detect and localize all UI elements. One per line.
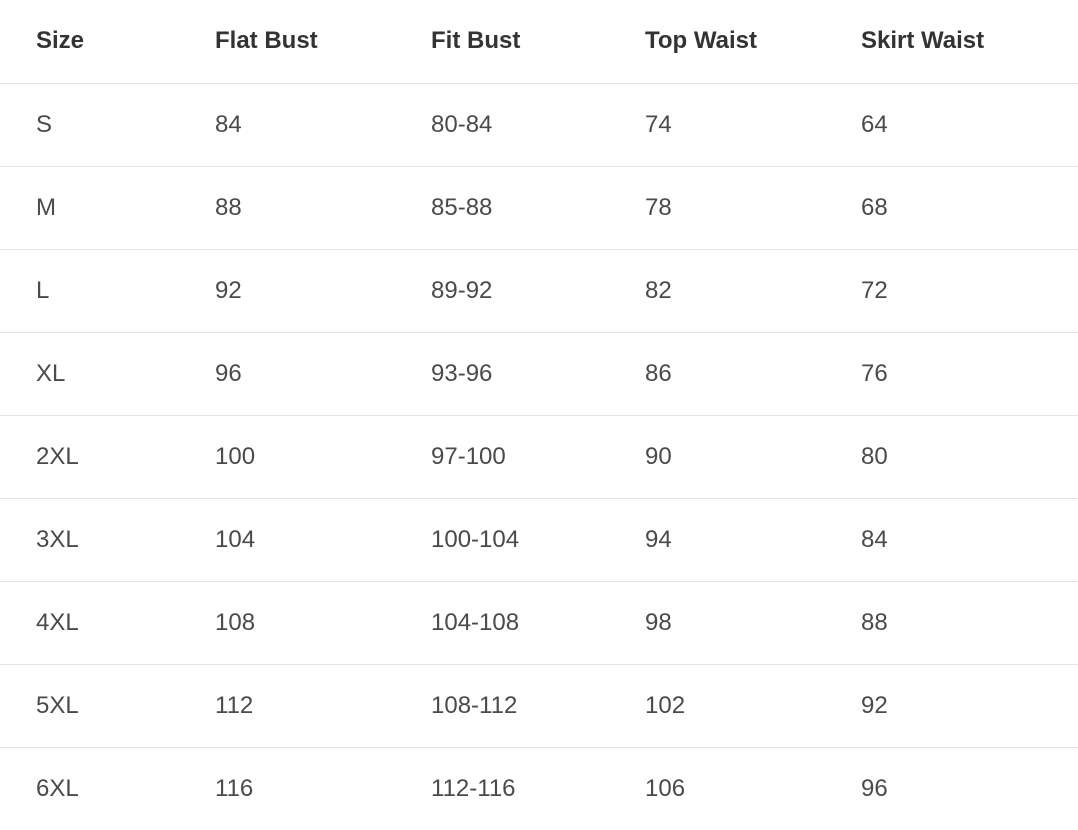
table-row-3xl: 3XL 104 100-104 94 84 (0, 498, 1078, 582)
table-cell-top-waist: 102 (645, 664, 861, 748)
table-cell-fit-bust: 112-116 (431, 774, 516, 802)
table-cell-fit-bust: 89-92 (431, 249, 645, 333)
table-cell-top-waist: 90 (645, 415, 861, 499)
table-cell-size: M (0, 166, 215, 250)
table-cell-top-waist: 98 (645, 581, 861, 665)
table-cell-fit-bust: 80-84 (431, 83, 645, 167)
table-cell-top-waist: 86 (645, 332, 861, 416)
table-cell-size: 4XL (0, 581, 215, 665)
table-cell-skirt-waist: 84 (861, 498, 1078, 582)
header-cell-top-waist: Top Waist (645, 0, 861, 84)
table-cell-size: 5XL (0, 664, 215, 748)
header-cell-flat-bust: Flat Bust (215, 0, 431, 84)
table-cell-flat-bust: 84 (215, 83, 431, 167)
table-cell-size: 6XL (36, 774, 79, 802)
table-cell-flat-bust: 92 (215, 249, 431, 333)
table-cell-top-waist: 74 (645, 83, 861, 167)
table-cell-flat-bust: 88 (215, 166, 431, 250)
table-cell-skirt-waist: 80 (861, 415, 1078, 499)
table-row-xl: XL 96 93-96 86 76 (0, 332, 1078, 416)
table-row-l: L 92 89-92 82 72 (0, 249, 1078, 333)
table-cell-skirt-waist: 96 (861, 774, 888, 802)
table-cell-top-waist: 78 (645, 166, 861, 250)
size-chart-header: Size Flat Bust Fit Bust Top Waist Skirt … (0, 0, 1078, 84)
table-cell-fit-bust: 93-96 (431, 332, 645, 416)
table-cell-fit-bust: 104-108 (431, 581, 645, 665)
table-cell-top-waist: 106 (645, 774, 686, 802)
table-cell-skirt-waist: 92 (861, 664, 1078, 748)
table-cell-size: XL (0, 332, 215, 416)
table-row-s: S 84 80-84 74 64 (0, 83, 1078, 167)
table-cell-fit-bust: 85-88 (431, 166, 645, 250)
table-cell-fit-bust: 100-104 (431, 498, 645, 582)
header-row: Size Flat Bust Fit Bust Top Waist Skirt … (0, 0, 1078, 84)
table-cell-skirt-waist: 64 (861, 83, 1078, 167)
table-cell-skirt-waist: 72 (861, 249, 1078, 333)
table-cell-size: S (0, 83, 215, 167)
table-cell-fit-bust: 108-112 (431, 664, 645, 748)
header-cell-fit-bust: Fit Bust (431, 0, 645, 84)
table-cell-top-waist: 94 (645, 498, 861, 582)
table-cell-flat-bust: 104 (215, 498, 431, 582)
table-row-2xl: 2XL 100 97-100 90 80 (0, 415, 1078, 499)
table-cell-flat-bust: 116 (215, 774, 254, 802)
table-cell-fit-bust: 97-100 (431, 415, 645, 499)
table-cell-flat-bust: 96 (215, 332, 431, 416)
table-row-5xl: 5XL 112 108-112 102 92 (0, 664, 1078, 748)
header-cell-skirt-waist: Skirt Waist (861, 0, 1078, 84)
table-row-6xl: 6XL 116 112-116 106 96 (0, 747, 1078, 830)
table-cell-size: 3XL (0, 498, 215, 582)
table-cell-flat-bust: 108 (215, 581, 431, 665)
table-cell-size: L (0, 249, 215, 333)
header-cell-size: Size (0, 0, 215, 84)
table-cell-skirt-waist: 76 (861, 332, 1078, 416)
table-cell-flat-bust: 112 (215, 664, 431, 748)
table-cell-top-waist: 82 (645, 249, 861, 333)
table-row-4xl: 4XL 108 104-108 98 88 (0, 581, 1078, 665)
table-cell-skirt-waist: 88 (861, 581, 1078, 665)
table-row-m: M 88 85-88 78 68 (0, 166, 1078, 250)
size-chart-body: S 84 80-84 74 64 M 88 85-88 78 68 L 92 8… (0, 83, 1078, 830)
table-cell-skirt-waist: 68 (861, 166, 1078, 250)
table-cell-size: 2XL (0, 415, 215, 499)
table-cell-flat-bust: 100 (215, 415, 431, 499)
